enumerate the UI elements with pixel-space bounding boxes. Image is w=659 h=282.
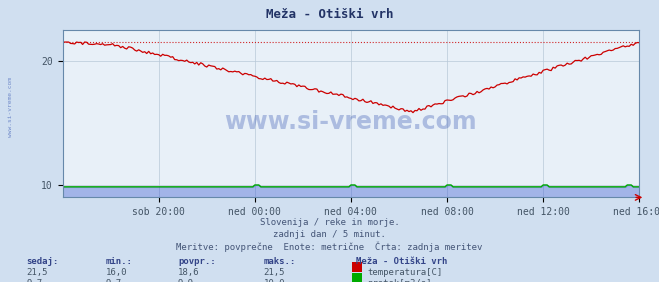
Text: www.si-vreme.com: www.si-vreme.com [225, 110, 477, 134]
Text: Slovenija / reke in morje.: Slovenija / reke in morje. [260, 218, 399, 227]
Text: 16,0: 16,0 [105, 268, 127, 277]
Text: 9,7: 9,7 [105, 279, 121, 282]
Text: temperatura[C]: temperatura[C] [367, 268, 442, 277]
Text: Meža - Otiški vrh: Meža - Otiški vrh [266, 8, 393, 21]
Text: pretok[m3/s]: pretok[m3/s] [367, 279, 432, 282]
Text: www.si-vreme.com: www.si-vreme.com [8, 77, 13, 137]
Text: 9,9: 9,9 [178, 279, 194, 282]
Text: 21,5: 21,5 [264, 268, 285, 277]
Text: 10,0: 10,0 [264, 279, 285, 282]
Text: sedaj:: sedaj: [26, 257, 59, 266]
Text: 21,5: 21,5 [26, 268, 48, 277]
Text: Meža - Otiški vrh: Meža - Otiški vrh [356, 257, 447, 266]
Text: min.:: min.: [105, 257, 132, 266]
Text: maks.:: maks.: [264, 257, 296, 266]
Text: povpr.:: povpr.: [178, 257, 215, 266]
Text: Meritve: povprečne  Enote: metrične  Črta: zadnja meritev: Meritve: povprečne Enote: metrične Črta:… [177, 242, 482, 252]
Text: zadnji dan / 5 minut.: zadnji dan / 5 minut. [273, 230, 386, 239]
Text: 18,6: 18,6 [178, 268, 200, 277]
Text: 9,7: 9,7 [26, 279, 42, 282]
